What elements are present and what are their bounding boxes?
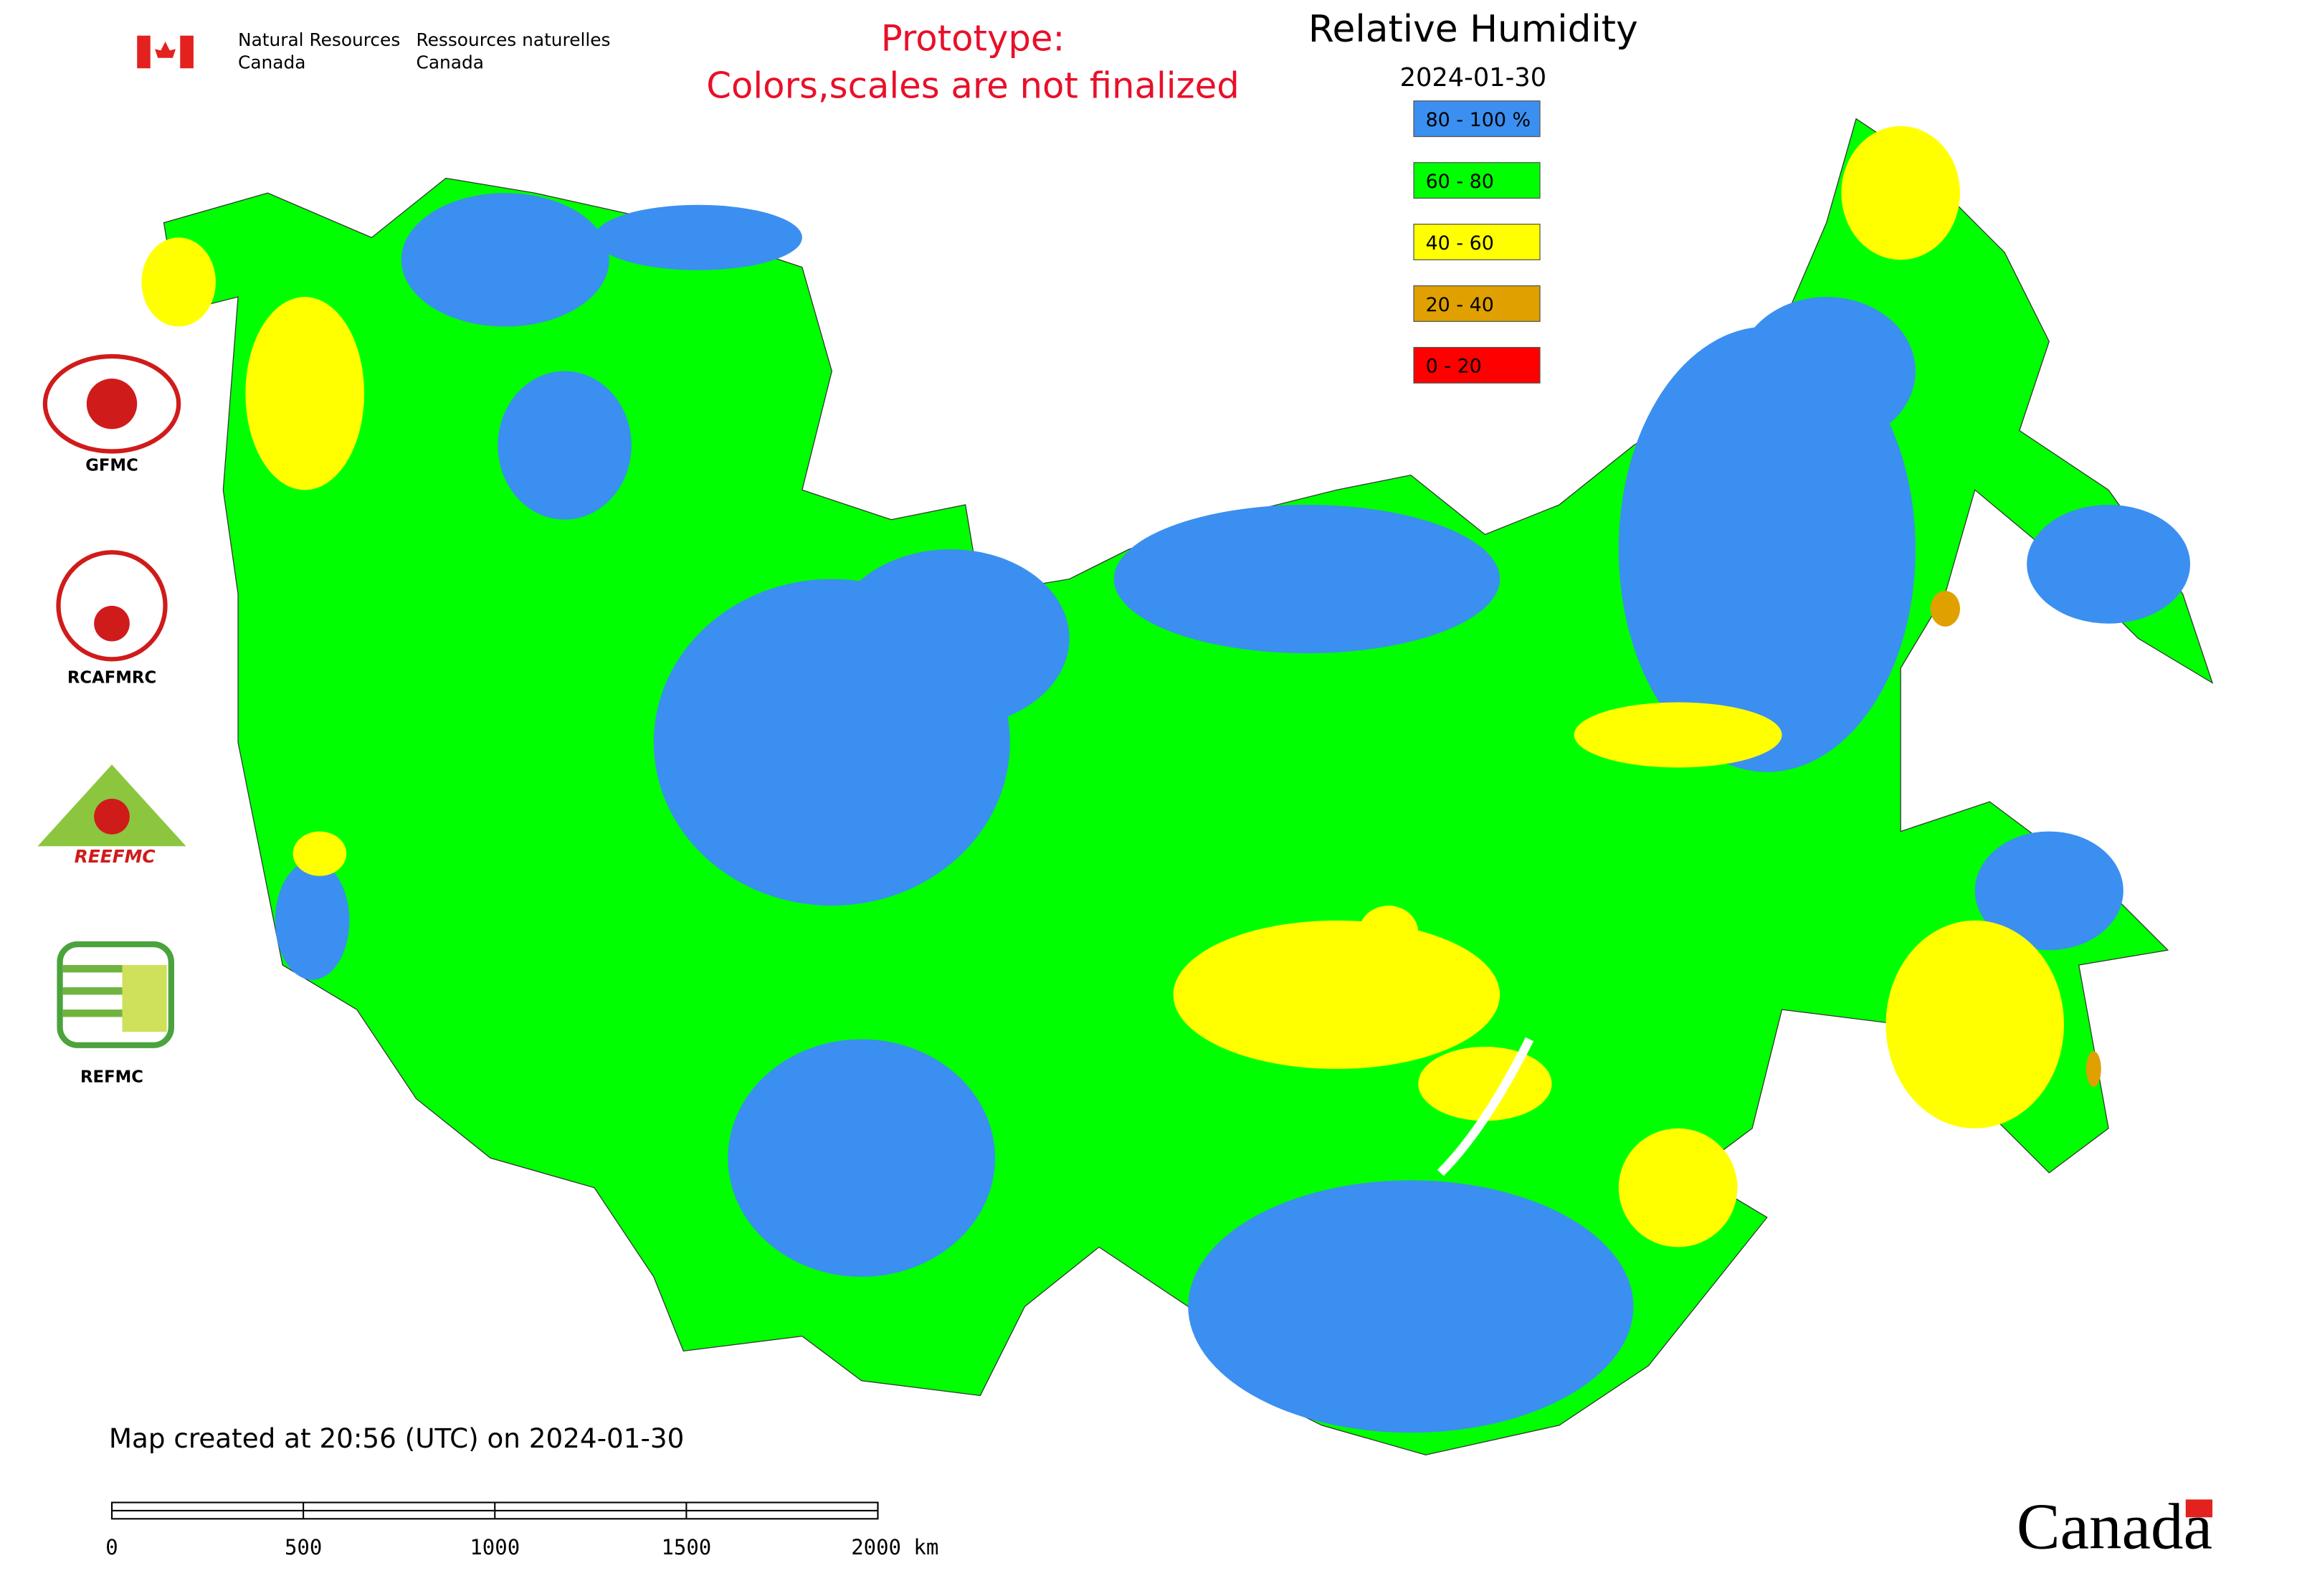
legend-swatch bbox=[1413, 224, 1541, 260]
logo-rcafmrc: RCAFMRC bbox=[56, 550, 168, 688]
legend-swatch bbox=[1413, 162, 1541, 199]
org-fr: Ressources naturelles bbox=[417, 29, 611, 50]
legend-label: 0 - 20 bbox=[1426, 356, 1482, 378]
org-fr: Canada bbox=[417, 52, 484, 72]
scale-label: 1500 bbox=[661, 1535, 711, 1559]
canada-wordmark: Canada bbox=[2017, 1491, 2212, 1563]
logo-label: REEFMC bbox=[75, 846, 156, 867]
logo-label: REFMC bbox=[80, 1068, 143, 1087]
logo-label: RCAFMRC bbox=[67, 669, 156, 688]
legend-label: 40 - 60 bbox=[1426, 232, 1494, 255]
created-note: Map created at 20:56 (UTC) on 2024-01-30 bbox=[109, 1422, 684, 1454]
legend-label: 80 - 100 % bbox=[1426, 109, 1531, 131]
scale-label: 1000 bbox=[470, 1535, 520, 1559]
logo-reefmc: REEFMC bbox=[37, 764, 186, 867]
legend-swatch bbox=[1413, 285, 1541, 322]
org-en: Natural Resources bbox=[238, 29, 400, 50]
prototype-note: Colors,scales are not finalized bbox=[706, 65, 1239, 107]
map-date: 2024-01-30 bbox=[1400, 63, 1547, 92]
map-land bbox=[141, 118, 2214, 1455]
logo-label: GFMC bbox=[85, 456, 138, 475]
legend-label: 20 - 40 bbox=[1426, 294, 1494, 316]
scale-label: 0 bbox=[105, 1535, 118, 1559]
scale-label: 2000 km bbox=[851, 1535, 938, 1559]
wordmark-flag bbox=[2185, 1499, 2213, 1518]
org-en: Canada bbox=[238, 52, 305, 72]
prototype-note: Prototype: bbox=[881, 17, 1065, 59]
legend-swatch bbox=[1413, 100, 1541, 138]
scale-bar: 0 500 1000 1500 2000 km bbox=[105, 1501, 938, 1559]
legend-swatch bbox=[1413, 346, 1541, 384]
nrcan-signature: Natural Resources Canada Ressources natu… bbox=[137, 29, 611, 72]
logo-gfmc: GFMC bbox=[42, 353, 181, 475]
legend: 80 - 100 % 60 - 80 40 - 60 20 - 40 0 - 20 bbox=[1413, 100, 1541, 384]
legend-label: 60 - 80 bbox=[1426, 171, 1494, 193]
map-title: Relative Humidity bbox=[1308, 8, 1638, 51]
scale-label: 500 bbox=[285, 1535, 322, 1559]
logo-refmc: REFMC bbox=[57, 941, 174, 1087]
